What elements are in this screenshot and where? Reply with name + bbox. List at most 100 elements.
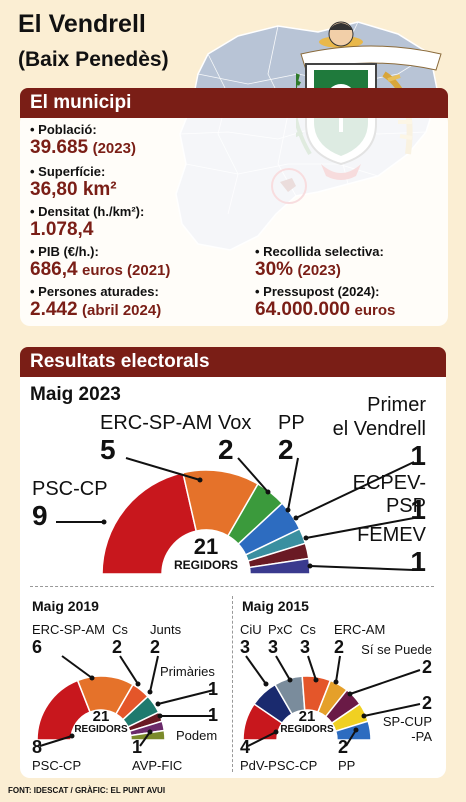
pressupost-stat: Pressupost (2024): 64.000.000 euros: [255, 284, 395, 321]
divider-vertical: [232, 596, 233, 772]
section-2015-title: Maig 2015: [242, 598, 309, 614]
label-2015-pp: PP: [338, 758, 356, 773]
leader-dot: [135, 681, 141, 687]
center-2019-label: REGIDORS: [74, 724, 128, 735]
leader-dot: [147, 729, 153, 735]
leader-line: [157, 689, 215, 705]
recollida-value: 30%: [255, 259, 294, 280]
label-2023-vox: Vox: [218, 412, 252, 434]
leader-line: [275, 655, 291, 681]
page-subtitle: (Baix Penedès): [18, 48, 169, 71]
leader-line: [363, 703, 421, 717]
superficie-value: 36,80 km²: [30, 179, 117, 200]
pib-value: 686,4: [30, 259, 78, 280]
source-note: FONT: IDESCAT / GRÀFIC: EL PUNT AVUI: [8, 786, 166, 795]
leader-dot: [287, 677, 293, 683]
pressupost-label: Pressupost (2024):: [255, 284, 395, 299]
seats-2023-ecpev: 1: [410, 494, 426, 525]
label-2015-cs: Cs: [300, 622, 316, 637]
leader-line: [119, 655, 139, 685]
divider-horizontal: [30, 586, 434, 587]
page-title: El Vendrell: [18, 10, 146, 38]
pib-unit: euros (2021): [82, 262, 171, 279]
chart-2015-slice-pp: [334, 720, 372, 741]
seats-2015-erc: 2: [334, 637, 345, 657]
leader-line: [245, 655, 267, 685]
seats-2023-psc: 9: [32, 500, 48, 531]
seats-2015-pp: 2: [338, 737, 349, 757]
leader-line: [287, 457, 299, 511]
leader-line: [125, 457, 201, 481]
leader-line: [335, 655, 341, 683]
pib-stat: PIB (€/h.): 686,4 euros (2021): [30, 244, 170, 281]
center-2015-total: 21: [298, 708, 316, 725]
leader-dot: [265, 489, 271, 495]
leader-line: [295, 461, 415, 519]
leader-dot: [89, 675, 95, 681]
leader-dot: [285, 507, 291, 513]
label-2023-psc: PSC-CP: [32, 478, 108, 500]
pressupost-value: 64.000.000: [255, 299, 351, 320]
leader-line: [305, 517, 415, 539]
seats-2015-ciu: 3: [240, 637, 251, 657]
leader-dot: [293, 515, 299, 521]
label-2015-erc: ERC-AM: [334, 622, 386, 637]
chart-2023-slice-psc-cp: [101, 471, 198, 575]
aturades-value: 2.442: [30, 299, 78, 320]
leader-dot: [273, 729, 279, 735]
leader-line: [345, 729, 357, 747]
seats-2015-sisepuede: 2: [421, 657, 432, 677]
label-2019-podem: Podem: [176, 728, 218, 743]
label-2019-erc: ERC-SP-AM: [32, 622, 105, 637]
leader-dot: [353, 727, 359, 733]
leader-dot: [263, 681, 269, 687]
label-2019-psc: PSC-CP: [32, 758, 82, 773]
aturades-date: (abril 2024): [82, 302, 162, 319]
recollida-label: Recollida selectiva:: [255, 244, 384, 259]
leader-dot: [147, 689, 153, 695]
label-2023-femev: FEMEV: [357, 524, 426, 546]
label-2023-primer-2: el Vendrell: [332, 418, 426, 440]
leader-dot: [69, 733, 75, 739]
label-2015-spcup-2: -PA: [411, 729, 432, 744]
leader-line: [61, 655, 93, 679]
label-2023-pp: PP: [278, 412, 305, 434]
densitat-value: 1.078,4: [30, 219, 94, 240]
leader-dot: [313, 677, 319, 683]
aturades-label: Persones aturades:: [30, 284, 161, 299]
leader-line: [307, 655, 317, 681]
center-2015-label: REGIDORS: [280, 724, 334, 735]
leader-dot: [333, 679, 339, 685]
densitat-label: Densitat (h./km²):: [30, 204, 144, 219]
leader-line: [39, 735, 73, 747]
densitat-stat: Densitat (h./km²): 1.078,4: [30, 204, 144, 241]
pib-label: PIB (€/h.):: [30, 244, 170, 259]
seats-2019-junts: 2: [150, 637, 161, 657]
seats-2023-pp: 2: [278, 434, 294, 465]
poblacio-label: Població:: [30, 122, 136, 137]
seats-2019-avp: 1: [132, 737, 143, 757]
seats-2019-cs: 2: [112, 637, 123, 657]
seats-2019-primaries: 1: [208, 679, 219, 699]
leader-dot: [157, 713, 163, 719]
municipi-heading: El municipi: [20, 88, 448, 118]
label-2019-avp: AVP-FIC: [132, 758, 183, 773]
label-2023-erc: ERC-SP-AM: [100, 412, 213, 434]
leader-dot: [303, 535, 309, 541]
pressupost-unit: euros: [354, 302, 396, 319]
poblacio-stat: Població: 39.685 (2023): [30, 122, 136, 159]
leader-line: [139, 731, 151, 747]
seats-2019-erc: 6: [32, 637, 43, 657]
leader-dot: [155, 701, 161, 707]
label-2019-primaries: Primàries: [160, 664, 215, 679]
label-2019-junts: Junts: [150, 622, 182, 637]
aturades-stat: Persones aturades: 2.442 (abril 2024): [30, 284, 161, 321]
label-2019-cs: Cs: [112, 622, 128, 637]
seats-2015-psc: 4: [240, 737, 251, 757]
label-2015-sisepuede: Sí se Puede: [361, 642, 432, 657]
recollida-stat: Recollida selectiva: 30% (2023): [255, 244, 384, 281]
label-2015-ciu: CiU: [240, 622, 262, 637]
leader-line: [237, 457, 269, 493]
recollida-year: (2023): [297, 262, 341, 279]
